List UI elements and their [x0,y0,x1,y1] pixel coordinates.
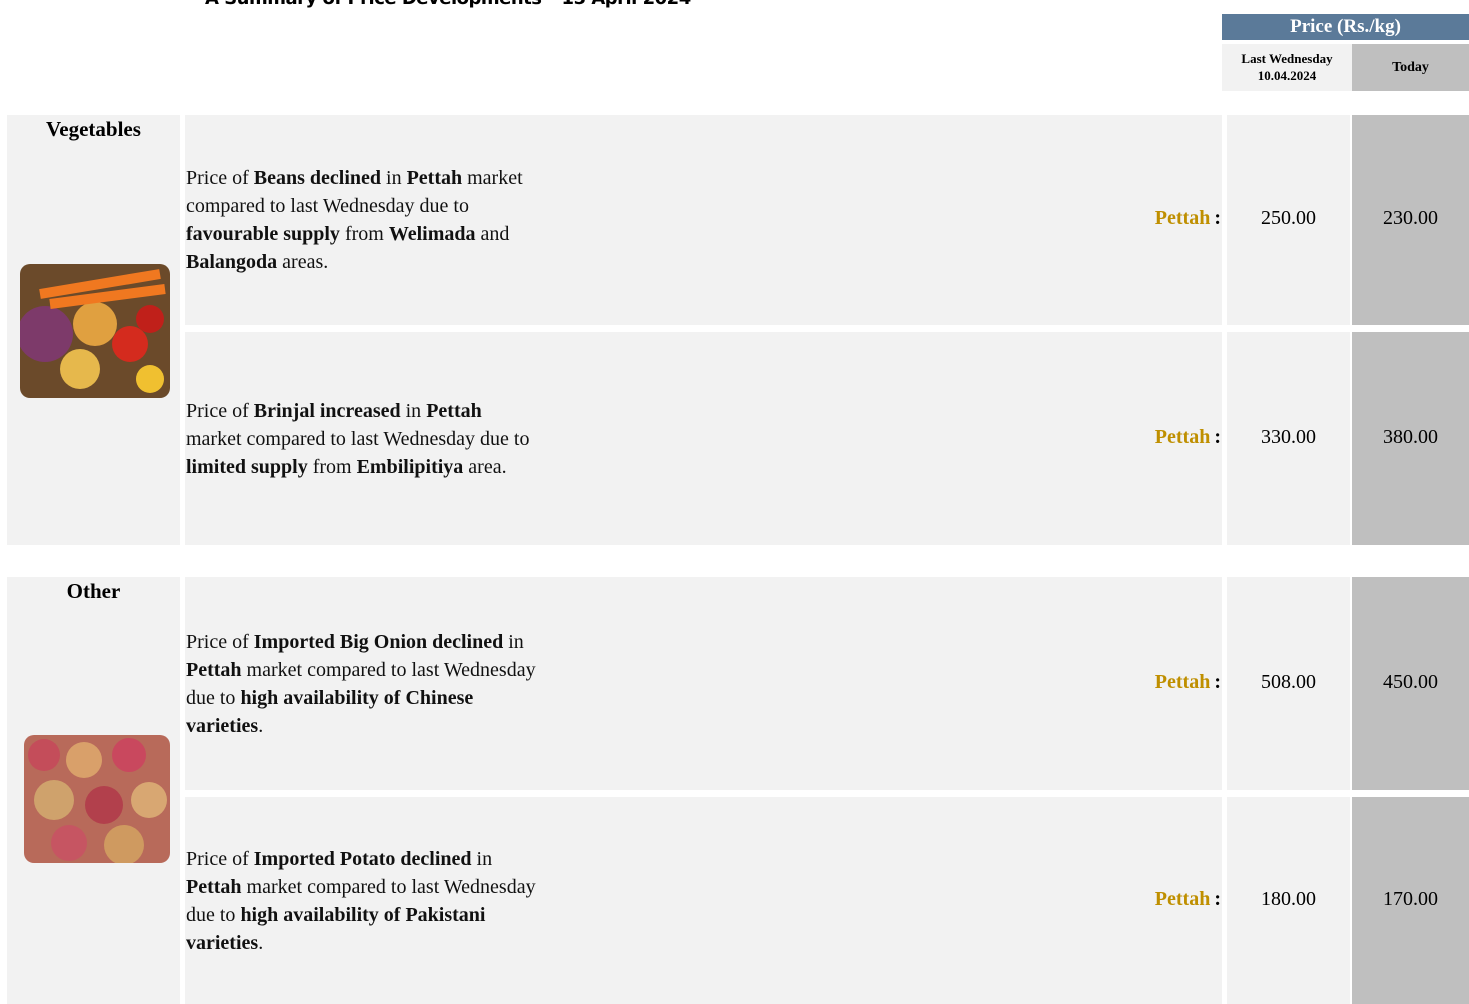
description-segment: in [503,631,524,653]
description-segment: . [258,932,263,954]
description-segment: in [401,400,427,422]
description-segment: Price of [186,631,254,653]
today-price: 380.00 [1352,426,1469,449]
description-segment: Price of [186,167,254,189]
description-segment: market compared to last Wednesday due to [186,428,529,450]
last-wednesday-price: 180.00 [1227,888,1350,911]
page: A Summary of Price Developments – 15 Apr… [0,0,1469,1004]
description-segment: Pettah [426,400,482,422]
description-segment: . [258,715,263,737]
market-separator: : [1214,207,1221,229]
description-segment: Pettah [186,659,242,681]
market-name: Pettah [1155,207,1211,229]
description-segment: Balangoda [186,251,277,273]
description-segment: limited supply [186,456,308,478]
description-segment: Pettah [186,876,242,898]
description-segment: Embilipitiya [357,456,464,478]
description-segment: Beans declined [254,167,381,189]
description: Price of Imported Potato declined in Pet… [186,845,538,957]
today-price: 170.00 [1352,888,1469,911]
market-name: Pettah [1155,426,1211,448]
today-price: 230.00 [1352,207,1469,230]
description-segment: Price of [186,848,254,870]
description-segment: in [381,167,407,189]
description-segment: Price of [186,400,254,422]
market-separator: : [1214,426,1221,448]
today-price: 450.00 [1352,671,1469,694]
market-label: Pettah: [1090,888,1221,911]
description: Price of Imported Big Onion declined in … [186,628,538,740]
last-wednesday-price: 330.00 [1227,426,1350,449]
section-label: Other [7,579,180,604]
description-segment: from [308,456,357,478]
market-label: Pettah: [1090,426,1221,449]
description-segment: from [340,223,389,245]
description-segment: and [476,223,510,245]
description-segment: area. [463,456,506,478]
market-separator: : [1214,888,1221,910]
market-name: Pettah [1155,671,1211,693]
description-segment: Welimada [389,223,476,245]
description-segment: favourable supply [186,223,340,245]
description: Price of Beans declined in Pettah market… [186,164,538,276]
market-label: Pettah: [1090,671,1221,694]
description-segment: areas. [277,251,328,273]
description: Price of Brinjal increased in Pettah mar… [186,397,538,481]
market-label: Pettah: [1090,207,1221,230]
market-name: Pettah [1155,888,1211,910]
last-wednesday-price: 250.00 [1227,207,1350,230]
description-segment: in [472,848,493,870]
market-separator: : [1214,671,1221,693]
last-wednesday-price: 508.00 [1227,671,1350,694]
description-segment: Pettah [407,167,463,189]
description-segment: Imported Big Onion declined [254,631,503,653]
section-label: Vegetables [7,117,180,142]
description-segment: Brinjal increased [254,400,401,422]
description-segment: Imported Potato declined [254,848,472,870]
